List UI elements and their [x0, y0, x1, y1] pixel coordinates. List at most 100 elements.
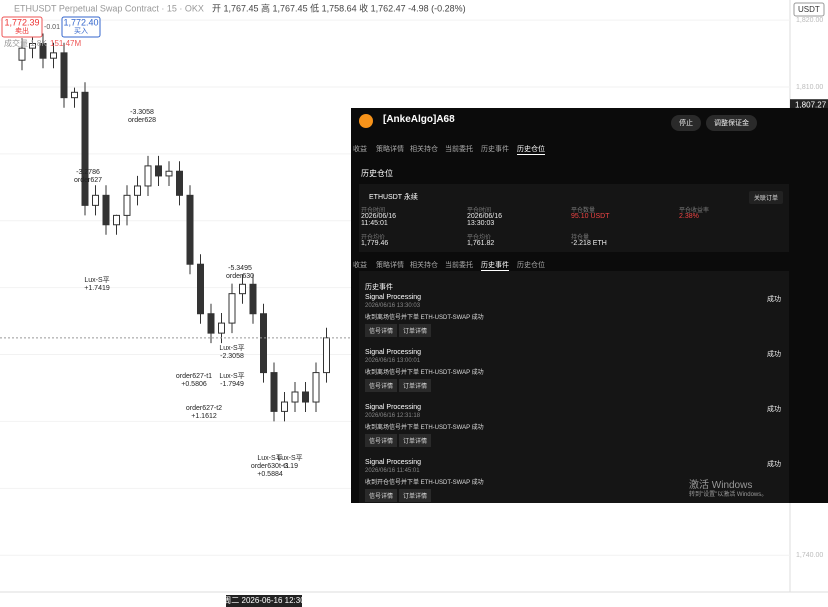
- candle-body: [113, 214, 120, 226]
- signal-detail-button[interactable]: 信号详情: [365, 434, 398, 447]
- field-label: 平仓数量: [571, 208, 596, 214]
- volume-label: 成交量 1.8K: [4, 38, 47, 48]
- candle-body: [39, 42, 47, 59]
- candle-body: [323, 337, 330, 374]
- field-label: 开仓均价: [361, 235, 386, 241]
- trade-annotation: Lux-S平-3.19: [277, 454, 302, 470]
- trade-annotation: -3.3058 order628: [128, 109, 156, 124]
- candle-body: [186, 194, 194, 265]
- event-status: 成功: [767, 351, 781, 358]
- event-message: 收到离场信号并下单 ETH-USDT-SWAP 成功: [365, 370, 484, 376]
- spread: -0.01: [44, 24, 60, 31]
- candle-body: [144, 165, 152, 187]
- volume-value: 151.47M: [50, 39, 81, 48]
- signal-detail-button[interactable]: 信号详情: [365, 379, 398, 392]
- buy-label: 买入: [74, 27, 88, 35]
- candle-body: [312, 372, 320, 403]
- field-value: 1,779.46: [361, 240, 389, 247]
- tab[interactable]: 收益: [353, 262, 367, 269]
- tab[interactable]: 历史仓位: [517, 262, 545, 269]
- section-title: 历史仓位: [361, 169, 393, 178]
- candle-body: [239, 283, 246, 295]
- field-value: 2026/06/16 11:45:01: [361, 213, 397, 227]
- candle-body: [207, 313, 215, 334]
- tab[interactable]: 策略详情: [376, 146, 404, 153]
- candle-body: [249, 283, 257, 315]
- strategy-panel: [AnkeAlgo]A68 停止 调整保证金 历史仓位 ETHUSDT 永续 关…: [351, 108, 828, 503]
- symbol: ETHUSDT Perpetual Swap Contract · 15 · O…: [14, 3, 204, 13]
- order-detail-button[interactable]: 订单详情: [399, 489, 432, 502]
- candle-body: [291, 391, 299, 403]
- event-message: 收到开仓信号并下单 ETH-USDT-SWAP 成功: [365, 480, 484, 486]
- event-message: 收到离场信号并下单 ETH-USDT-SWAP 成功: [365, 315, 484, 321]
- trade-annotation: Lux-S平 order630t-t1 +0.5884: [251, 454, 289, 478]
- trade-annotation: -3.2786 order627: [74, 169, 102, 184]
- candle-body: [123, 194, 131, 216]
- candle-body: [102, 194, 110, 226]
- tab[interactable]: 相关持仓: [410, 146, 438, 153]
- event-title: Signal Processing: [365, 349, 422, 356]
- candle-body: [71, 91, 78, 99]
- tab[interactable]: 相关持仓: [410, 262, 438, 269]
- tab[interactable]: 当前委托: [445, 146, 473, 153]
- event-time: 2026/06/16 13:30:03: [365, 303, 421, 309]
- sell-button[interactable]: [1, 16, 43, 38]
- tab[interactable]: 收益: [353, 146, 367, 153]
- candle-body: [92, 194, 99, 206]
- signal-detail-button[interactable]: 信号详情: [365, 324, 398, 337]
- y-tick-label: 1,810.00: [796, 84, 823, 91]
- trade-annotation: Lux-S平+1.7419: [84, 276, 110, 292]
- tab[interactable]: 策略详情: [376, 262, 404, 269]
- field-value: 2026/06/16 13:30:03: [467, 213, 503, 227]
- candle-body: [165, 170, 173, 177]
- buy-button[interactable]: [61, 16, 101, 38]
- candle-body: [270, 372, 278, 412]
- field-value: 1,761.82: [467, 240, 495, 247]
- candle-body: [134, 185, 141, 196]
- event-status: 成功: [767, 461, 781, 468]
- field-value: 95.10 USDT: [571, 213, 610, 220]
- candle-body: [197, 263, 204, 315]
- crosshair-time-box: [226, 595, 302, 607]
- events-title: 历史事件: [365, 284, 393, 291]
- event-title: Signal Processing: [365, 294, 422, 301]
- avatar: [359, 114, 373, 128]
- tab[interactable]: 历史事件: [481, 146, 509, 153]
- currency-select[interactable]: [793, 2, 825, 17]
- margin-button[interactable]: 调整保证金: [706, 115, 757, 131]
- sell-label: 卖出: [15, 26, 29, 35]
- candle-body: [176, 170, 183, 196]
- trade-annotation: Lux-S平-1.7949: [219, 372, 244, 388]
- trade-annotation: order627-t2 +1.1612: [186, 405, 222, 420]
- candle-body: [29, 42, 36, 49]
- candle-body: [18, 47, 26, 61]
- event-title: Signal Processing: [365, 404, 422, 411]
- y-tick-label: 1,820.00: [796, 17, 823, 24]
- order-detail-button[interactable]: 订单详情: [399, 434, 432, 447]
- stop-button[interactable]: 停止: [671, 115, 701, 131]
- tab[interactable]: 历史事件: [481, 262, 509, 271]
- event-status: 成功: [767, 406, 781, 413]
- crosshair-time: 周二 2026-06-16 12:30: [223, 596, 305, 605]
- candle-body: [281, 401, 288, 412]
- tab[interactable]: 历史仓位: [517, 146, 545, 155]
- trade-annotation: Lux-S平-2.3058: [219, 344, 244, 360]
- field-label: 开仓时间: [361, 208, 386, 214]
- order-detail-button[interactable]: 订单详情: [399, 324, 432, 337]
- field-label: 平仓收益率: [679, 208, 710, 214]
- panel-title: [AnkeAlgo]A68: [383, 114, 455, 125]
- watermark-title: 激活 Windows: [689, 480, 753, 491]
- trade-annotation: -5.3495 order630: [226, 265, 254, 280]
- link-button[interactable]: 关联订单: [749, 191, 784, 204]
- signal-detail-button[interactable]: 信号详情: [365, 489, 398, 502]
- candle-body: [81, 91, 89, 206]
- candle-body: [155, 165, 162, 177]
- order-detail-button[interactable]: 订单详情: [399, 379, 432, 392]
- candle-body: [228, 293, 236, 324]
- event-status: 成功: [767, 296, 781, 303]
- tab[interactable]: 当前委托: [445, 262, 473, 269]
- position-symbol: ETHUSDT 永续: [369, 194, 418, 201]
- event-time: 2026/06/16 11:45:01: [365, 468, 420, 474]
- trade-annotation: order627-t1 +0.5806: [176, 373, 212, 388]
